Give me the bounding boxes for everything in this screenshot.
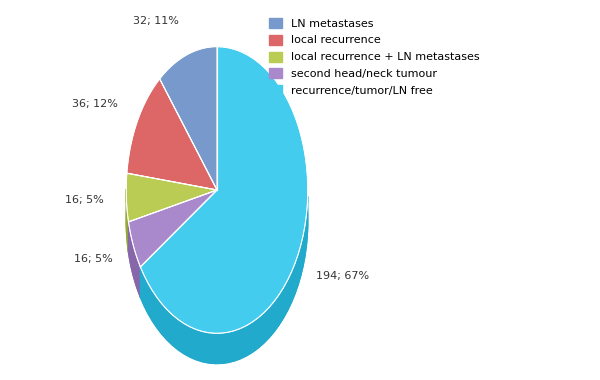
Legend: LN metastases, local recurrence, local recurrence + LN metastases, second head/n: LN metastases, local recurrence, local r… bbox=[266, 14, 483, 100]
Text: 194; 67%: 194; 67% bbox=[316, 271, 370, 281]
Text: 16; 5%: 16; 5% bbox=[74, 254, 112, 264]
Polygon shape bbox=[126, 173, 217, 222]
Text: 16; 5%: 16; 5% bbox=[65, 195, 104, 204]
Polygon shape bbox=[126, 203, 217, 252]
Polygon shape bbox=[126, 189, 128, 252]
Polygon shape bbox=[160, 47, 217, 190]
Polygon shape bbox=[160, 77, 217, 220]
Polygon shape bbox=[127, 79, 217, 190]
Polygon shape bbox=[127, 109, 217, 220]
Polygon shape bbox=[140, 196, 308, 364]
Polygon shape bbox=[140, 47, 308, 333]
Polygon shape bbox=[128, 222, 140, 297]
Polygon shape bbox=[128, 220, 217, 297]
Text: 32; 11%: 32; 11% bbox=[133, 16, 179, 26]
Text: 36; 12%: 36; 12% bbox=[71, 99, 118, 109]
Polygon shape bbox=[140, 77, 308, 364]
Polygon shape bbox=[128, 190, 217, 267]
